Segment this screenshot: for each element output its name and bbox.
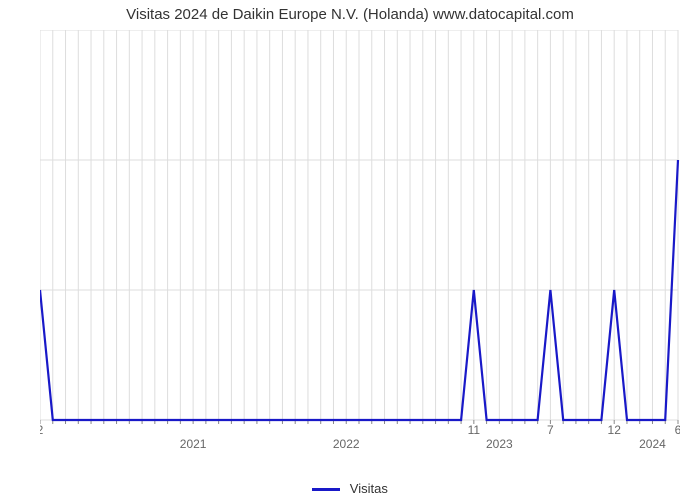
legend-swatch — [312, 488, 340, 491]
svg-text:12: 12 — [608, 423, 622, 437]
svg-text:2023: 2023 — [486, 437, 513, 450]
chart-legend: Visitas — [0, 481, 700, 496]
svg-text:2: 2 — [40, 423, 44, 437]
svg-text:6: 6 — [675, 423, 680, 437]
svg-text:2021: 2021 — [180, 437, 207, 450]
svg-text:2022: 2022 — [333, 437, 360, 450]
svg-text:7: 7 — [547, 423, 554, 437]
chart-grid — [40, 30, 678, 420]
chart-container: Visitas 2024 de Daikin Europe N.V. (Hola… — [0, 0, 700, 500]
chart-title: Visitas 2024 de Daikin Europe N.V. (Hola… — [0, 6, 700, 23]
svg-text:2024: 2024 — [639, 437, 666, 450]
x-year-labels: 2021 2022 2023 2024 — [180, 437, 666, 450]
svg-text:11: 11 — [468, 423, 481, 437]
x-value-labels: 2 11 7 12 6 — [40, 423, 680, 437]
legend-label: Visitas — [350, 481, 388, 496]
chart-plot: 0123 2021202220232024 2117126 — [40, 30, 680, 450]
